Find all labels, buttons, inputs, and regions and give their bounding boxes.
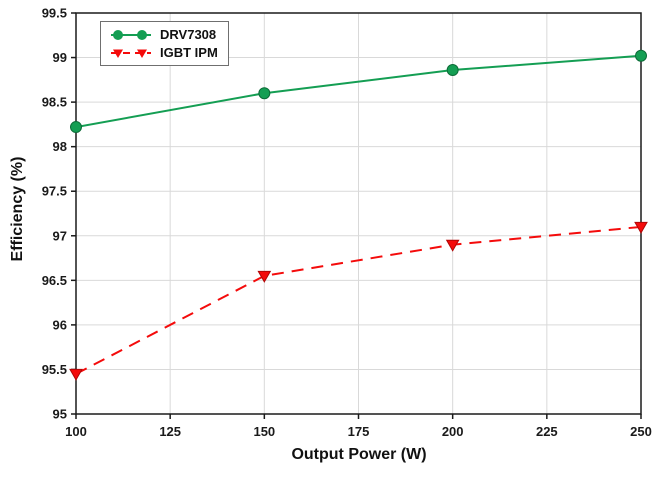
y-tick-label: 96.5 — [42, 273, 67, 288]
y-tick-label: 95.5 — [42, 362, 67, 377]
series-line-igbt-ipm — [75, 225, 642, 375]
data-point-marker — [446, 64, 459, 77]
x-tick-label: 100 — [65, 424, 87, 439]
y-tick-label: 95 — [53, 407, 67, 422]
y-tick-label: 99.5 — [42, 6, 67, 21]
legend-label-drv7308: DRV7308 — [160, 27, 217, 42]
data-point-marker — [634, 221, 648, 234]
y-tick-label: 99 — [53, 50, 67, 65]
y-tick-label: 96 — [53, 317, 67, 332]
x-tick-label: 125 — [159, 424, 181, 439]
x-tick-label: 225 — [536, 424, 558, 439]
y-tick-label: 97.5 — [42, 184, 67, 199]
x-tick-label: 250 — [630, 424, 652, 439]
data-point-marker — [635, 49, 647, 62]
y-axis-title: Efficiency (%) — [9, 156, 26, 262]
data-point-marker — [445, 239, 460, 252]
data-point-marker — [69, 368, 83, 381]
legend-label-igbt-ipm: IGBT IPM — [160, 45, 218, 60]
y-tick-label: 98 — [53, 139, 67, 154]
y-tick-label: 98.5 — [42, 95, 67, 110]
series-line-drv7308 — [75, 54, 642, 129]
legend-sample-dashed-triangle-icon — [111, 49, 151, 58]
y-tick-label: 97 — [53, 228, 67, 243]
x-tick-label: 150 — [253, 424, 275, 439]
data-point-marker — [257, 270, 272, 283]
data-point-marker — [70, 121, 82, 134]
x-tick-label: 200 — [442, 424, 464, 439]
legend: DRV7308 IGBT IPM — [100, 21, 229, 66]
x-tick-label: 175 — [348, 424, 370, 439]
data-point-marker — [258, 87, 271, 100]
legend-item-drv7308: DRV7308 — [109, 27, 218, 42]
legend-item-igbt-ipm: IGBT IPM — [109, 45, 218, 60]
x-axis-title: Output Power (W) — [291, 446, 427, 463]
legend-sample-line-circle-icon — [111, 29, 151, 40]
